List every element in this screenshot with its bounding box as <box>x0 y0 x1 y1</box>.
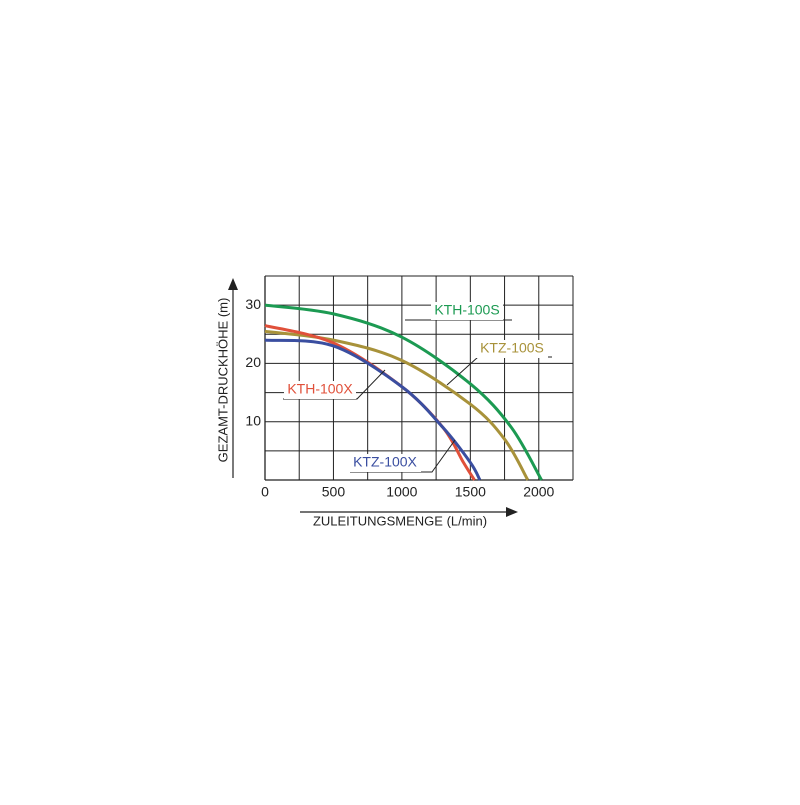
series-label: KTZ-100S <box>480 340 544 356</box>
x-tick-label: 1000 <box>386 484 417 500</box>
x-arrow-head <box>506 507 518 517</box>
y-tick-label: 10 <box>245 412 261 428</box>
y-arrow-head <box>228 278 238 290</box>
label-bg <box>349 454 421 472</box>
label-bg <box>476 340 548 358</box>
label-bg <box>431 302 503 320</box>
x-tick-label: 2000 <box>523 484 554 500</box>
series-label: KTZ-100X <box>353 454 417 470</box>
series-label: KTH-100S <box>434 302 499 318</box>
line-series <box>264 303 543 481</box>
y-tick-label: 30 <box>245 296 261 312</box>
y-tick-label: 20 <box>245 354 261 370</box>
x-axis-title: ZULEITUNGSMENGE (L/min) <box>313 513 487 528</box>
label-bg <box>284 381 356 399</box>
series-label: KTH-100X <box>287 381 353 397</box>
line-series <box>264 338 482 481</box>
x-tick-label: 0 <box>261 484 269 500</box>
x-tick-label: 500 <box>322 484 346 500</box>
x-tick-label: 1500 <box>455 484 486 500</box>
leader-line <box>446 356 552 386</box>
y-axis-title: GEZAMT-DRUCKHÖHE (m) <box>215 298 230 463</box>
